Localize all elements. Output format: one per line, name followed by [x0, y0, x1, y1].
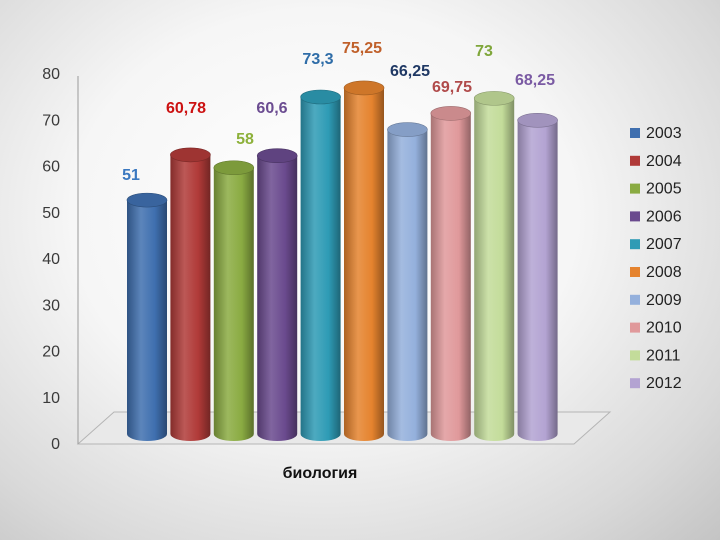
bar-top: [170, 147, 211, 163]
bar-2009: [387, 122, 428, 442]
bar-2008: [343, 80, 385, 441]
bar-body: [257, 155, 298, 442]
bar-2005: [213, 160, 255, 442]
bar-body: [474, 98, 515, 442]
data-label-2011: 73: [475, 43, 493, 60]
legend-label-2011: 2011: [646, 347, 681, 364]
legend-label-2007: 2007: [646, 236, 682, 253]
bar-body: [127, 200, 167, 441]
bar-2012: [517, 113, 558, 442]
y-tick-label: 40: [42, 251, 60, 268]
legend-swatch-2011: [630, 350, 640, 361]
bar-body: [300, 96, 341, 442]
data-label-2006: 60,6: [256, 100, 287, 117]
data-label-2008: 75,25: [342, 40, 382, 57]
bar-2004: [170, 147, 211, 442]
y-tick-label: 80: [42, 66, 60, 83]
bar-top: [343, 80, 385, 96]
bar-body: [387, 129, 428, 442]
legend-label-2008: 2008: [646, 264, 682, 281]
bar-top: [387, 122, 428, 137]
data-label-2010: 69,75: [432, 79, 472, 96]
bar-body: [213, 167, 254, 442]
y-tick-label: 20: [42, 344, 60, 361]
bar-top: [300, 89, 341, 105]
legend-swatch-2004: [630, 155, 640, 166]
bar-2006: [256, 148, 298, 442]
bar-2010: [430, 106, 472, 442]
y-tick-label: 60: [42, 159, 60, 176]
bar-top: [517, 113, 558, 128]
x-axis-label: биология: [283, 465, 358, 482]
bar-top: [126, 192, 168, 208]
legend-swatch-2003: [630, 128, 640, 138]
legend-swatch-2010: [630, 322, 640, 333]
bar-top: [256, 148, 298, 164]
bar-top: [213, 160, 255, 176]
data-label-2009: 66,25: [390, 63, 430, 80]
legend-label-2012: 2012: [646, 375, 682, 392]
legend-swatch-2008: [630, 267, 640, 277]
legend-swatch-2006: [630, 211, 640, 222]
legend-label-2010: 2010: [646, 320, 682, 337]
legend-swatch-2005: [630, 183, 640, 194]
y-tick-label: 70: [42, 112, 60, 129]
bar-body: [170, 154, 211, 442]
y-tick-label: 10: [42, 390, 60, 407]
legend-label-2003: 2003: [646, 125, 682, 142]
data-label-2012: 68,25: [515, 72, 555, 89]
data-label-2007: 73,3: [302, 51, 333, 68]
bar-top: [473, 91, 515, 106]
bar-body: [517, 120, 558, 442]
legend-swatch-2009: [630, 294, 640, 305]
legend-swatch-2012: [630, 378, 640, 389]
legend-swatch-2007: [630, 239, 640, 250]
y-tick-label: 0: [51, 436, 60, 453]
legend: 2003 2004 2005 2006 2007 2008 2009 2010 2011 2012: [630, 125, 682, 392]
data-label-2004: 60,78: [166, 100, 206, 117]
bar-top: [430, 106, 472, 121]
data-label-2003: 51: [122, 167, 140, 184]
bar-2007: [300, 89, 341, 442]
bar-body: [430, 113, 471, 442]
y-tick-label: 50: [42, 205, 60, 222]
y-tick-label: 30: [42, 297, 60, 314]
legend-label-2009: 2009: [646, 292, 682, 309]
bar-body: [344, 87, 384, 441]
legend-label-2006: 2006: [646, 208, 682, 225]
legend-label-2005: 2005: [646, 181, 682, 198]
bar-2003: [126, 192, 168, 441]
data-label-2005: 58: [236, 131, 254, 148]
legend-label-2004: 2004: [646, 153, 682, 170]
bar-2011: [473, 91, 515, 442]
